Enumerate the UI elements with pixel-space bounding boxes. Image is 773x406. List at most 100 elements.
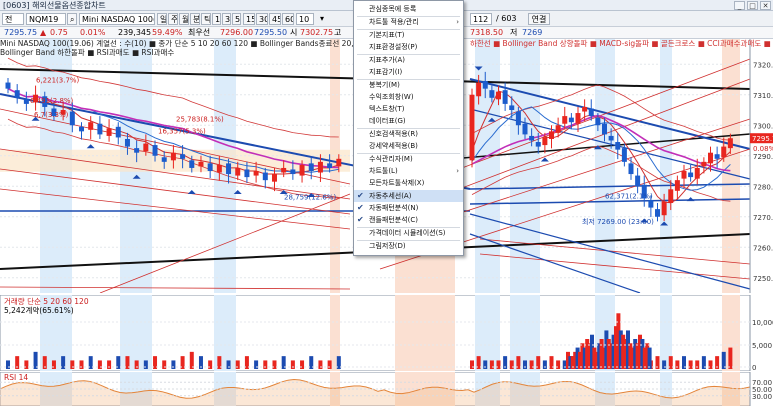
menu-item-label: 지표환경설정(P) [369, 43, 418, 51]
candle-body [575, 113, 581, 124]
candle [317, 154, 323, 182]
menu-item[interactable]: 차트툴 적용/관리 › [354, 16, 463, 28]
volume-bar [483, 360, 488, 369]
menu-item-label: 관심종목에 등록 [369, 5, 417, 13]
menu-separator [357, 15, 460, 17]
menu-item[interactable]: 봉복기(M) [354, 79, 463, 91]
buy-signal-arrow [686, 197, 695, 202]
volume-tick-label: 0 [752, 364, 756, 371]
session-band [510, 39, 540, 293]
menu-item[interactable]: 관심종목에 등록 [354, 3, 463, 15]
volume-bar [116, 356, 121, 369]
high-price: 7318.50 [470, 28, 504, 37]
candle [681, 164, 687, 189]
interval-5-button[interactable]: 5 [232, 13, 241, 25]
interval-input[interactable]: 10 [296, 13, 314, 25]
window-controls: _ □ ✕ [734, 1, 771, 10]
volume-bar [645, 343, 650, 369]
candle [79, 122, 85, 140]
volume-bar [97, 360, 102, 369]
search-icon[interactable]: ⌕ [67, 13, 77, 25]
interval-45-button[interactable]: 45 [269, 13, 281, 25]
candle [568, 113, 574, 130]
session-band [660, 39, 672, 293]
period-day-button[interactable]: 일 [157, 13, 167, 25]
menu-item[interactable]: 텍스트창(T) [354, 103, 463, 115]
candle-body [621, 148, 627, 162]
candle [595, 113, 601, 132]
symbol-code-input[interactable]: NQM19 [26, 13, 66, 25]
candle-body [509, 105, 515, 110]
menu-item[interactable]: 수익조회창(W) [354, 91, 463, 103]
volume-chart[interactable]: 10,000 5,000 0 [0, 295, 773, 371]
period-minute-button[interactable]: 분 [190, 13, 200, 25]
menu-item[interactable]: ✔ 자동추세선(A) [354, 190, 463, 202]
menu-item[interactable]: 신호검색적용(R) [354, 128, 463, 140]
period-month-button[interactable]: 월 [179, 13, 189, 25]
candle-body [327, 163, 333, 168]
period-week-button[interactable]: 주 [168, 13, 178, 25]
trendline [99, 193, 351, 293]
candle [5, 77, 11, 94]
candle [489, 85, 495, 103]
maximize-button[interactable]: □ [747, 1, 758, 10]
menu-item[interactable]: 모든차트툴삭제(X) [354, 177, 463, 189]
indicator-legend-2: Bollinger Band 하한돌파 ■ RSI과매도 ■ RSI과매수 [0, 48, 750, 58]
candle [244, 161, 250, 183]
volume-bar [15, 356, 20, 369]
type-select[interactable]: 전 [2, 13, 24, 25]
volume-bar [263, 360, 268, 369]
volume-bar [88, 356, 93, 369]
menu-item-label: 차트툴 적용/관리 [369, 18, 419, 26]
menu-item[interactable]: 기본지표(T) [354, 29, 463, 41]
menu-item[interactable]: 지표감기(I) [354, 66, 463, 78]
menu-item[interactable]: 지표환경설정(P) [354, 41, 463, 53]
menu-item[interactable]: 그림저장(D) [354, 240, 463, 252]
volume-bar [549, 356, 554, 369]
candle [262, 167, 268, 189]
volume-bar [573, 351, 578, 369]
candle [69, 102, 75, 133]
menu-item[interactable]: 강세약세적용(B) [354, 140, 463, 152]
volume-bar [523, 360, 527, 369]
menu-item[interactable]: 수식관리자(M) [354, 153, 463, 165]
close-button[interactable]: ✕ [760, 1, 771, 10]
menu-item[interactable]: 가격데이터 시뮬레이션(S) [354, 227, 463, 239]
interval-3-button[interactable]: 3 [222, 13, 231, 25]
chevron-down-icon[interactable]: ▾ [320, 14, 325, 23]
volume-bar [640, 339, 645, 369]
menu-item[interactable]: 지표추가(A) [354, 54, 463, 66]
count-input[interactable]: 112 [470, 13, 492, 25]
menu-item[interactable]: 데이터표(G) [354, 115, 463, 127]
minimize-button[interactable]: _ [734, 1, 745, 10]
period-tick-button[interactable]: 틱 [201, 13, 211, 25]
buy-signal-arrow [640, 218, 649, 223]
volume-session-band [214, 295, 236, 371]
candle [476, 74, 482, 105]
candle [721, 137, 727, 162]
candle-body [562, 116, 568, 124]
interval-15-button[interactable]: 15 [243, 13, 255, 25]
current-price: 7295.75 [4, 28, 38, 37]
candle [33, 85, 39, 111]
annotation-2: 6,491(2.8%) [30, 97, 74, 105]
trendline [0, 148, 351, 200]
candle [529, 128, 535, 147]
menu-item-label: 수식관리자(M) [369, 155, 413, 163]
interval-30-button[interactable]: 30 [256, 13, 268, 25]
menu-item[interactable]: 차트툴(L) › [354, 165, 463, 177]
candle [299, 160, 305, 183]
candle-body [582, 106, 588, 112]
interval-1-button[interactable]: 1 [212, 13, 221, 25]
menu-separator [357, 226, 460, 228]
last-price-marker [750, 133, 773, 144]
link-button[interactable]: 연결 [528, 13, 550, 25]
interval-60-button[interactable]: 60 [282, 13, 294, 25]
menu-item[interactable]: ✔ 자동패턴분석(N) [354, 202, 463, 214]
volume-bar [208, 360, 213, 369]
candle [661, 193, 667, 222]
menu-item[interactable]: ✔ 캔들패턴분석(C) [354, 214, 463, 226]
volume-bar [134, 360, 139, 369]
